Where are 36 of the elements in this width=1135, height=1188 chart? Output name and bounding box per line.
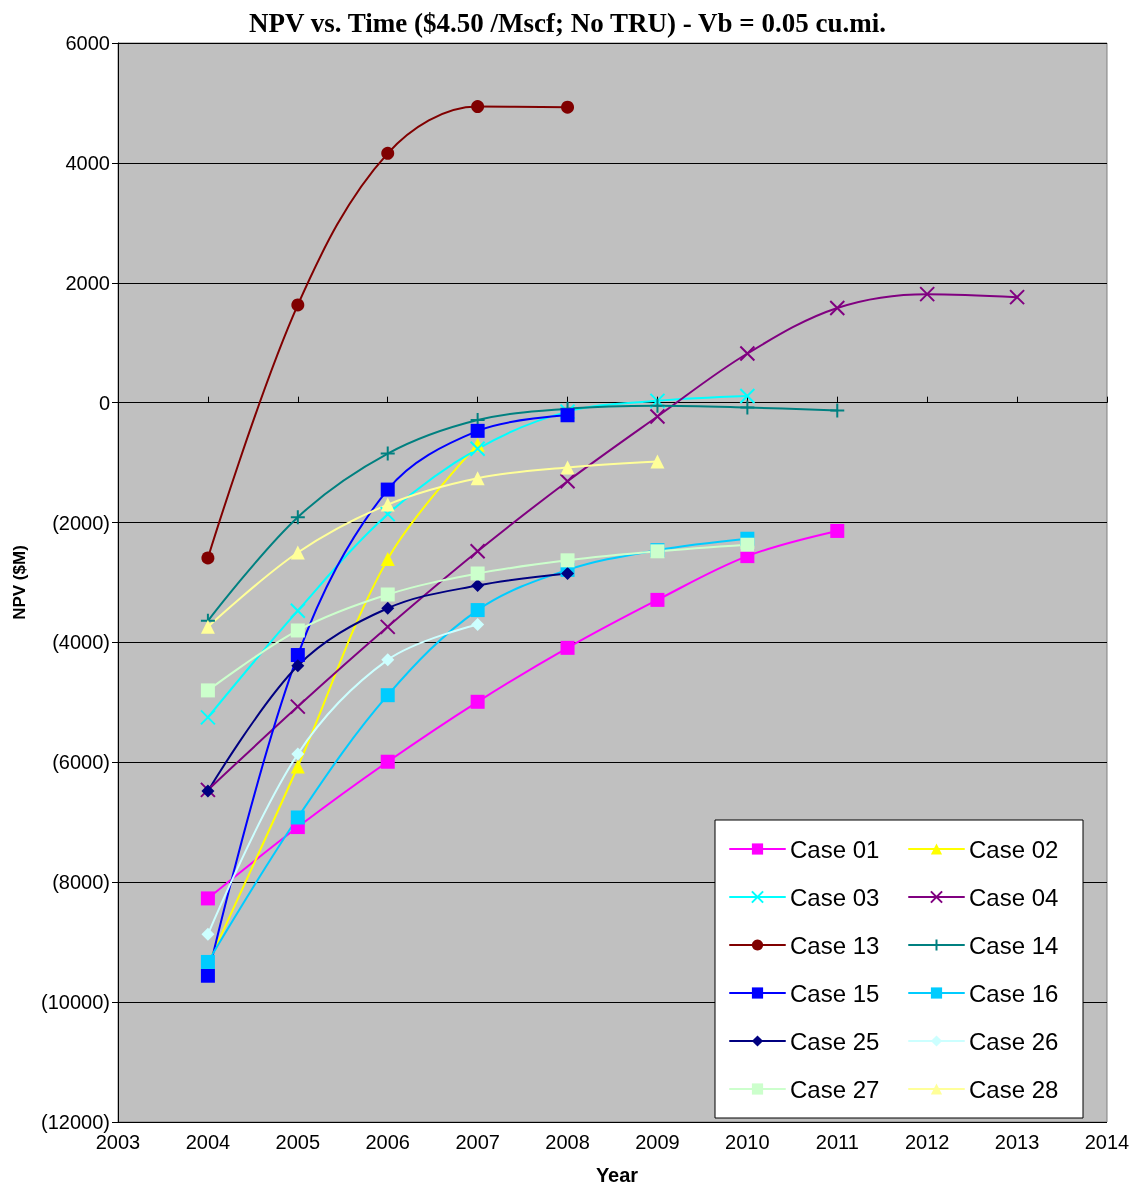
legend-label: Case 27 [790,1075,880,1103]
legend-label: Case 28 [969,1075,1059,1103]
legend-label: Case 15 [790,979,880,1007]
y-tick-label: 2000 [65,271,110,294]
x-tick-label: 2013 [994,1131,1040,1153]
y-tick-label: (6000) [52,751,110,774]
chart-title: NPV vs. Time ($4.50 /Mscf; No TRU) - Vb = 0.05 cu.mi. [249,7,886,38]
y-tick-label: (2000) [52,511,110,534]
y-tick-label: (8000) [52,871,110,894]
legend-label: Case 01 [790,835,880,863]
x-tick-label: 2008 [545,1131,590,1153]
y-tick-label: 6000 [65,32,110,54]
y-tick-label: 4000 [65,151,110,174]
legend-label: Case 16 [969,979,1059,1007]
x-tick-label: 2004 [185,1131,231,1153]
y-axis-title: NPV ($M) [10,545,29,620]
x-tick-label: 2010 [725,1131,770,1153]
x-tick-label: 2007 [455,1131,500,1153]
y-tick-label: (10000) [41,991,110,1014]
x-axis-title: Year [595,1164,639,1186]
x-tick-label: 2012 [904,1131,950,1153]
y-tick-label: 0 [98,391,110,414]
x-tick-label: 2006 [365,1131,410,1153]
x-tick-label: 2005 [275,1131,321,1153]
y-tick-label: (4000) [52,631,110,654]
legend-label: Case 13 [790,931,880,959]
y-tick-label: (12000) [41,1111,110,1133]
legend-label: Case 02 [969,835,1059,863]
x-tick-label: 2014 [1084,1131,1130,1153]
legend-label: Case 04 [969,883,1059,911]
legend-label: Case 03 [790,883,880,911]
legend-label: Case 14 [969,931,1059,959]
legend-label: Case 26 [969,1027,1059,1055]
x-tick-label: 2011 [815,1131,859,1153]
x-tick-label: 2009 [635,1131,680,1153]
legend-label: Case 25 [790,1027,880,1055]
